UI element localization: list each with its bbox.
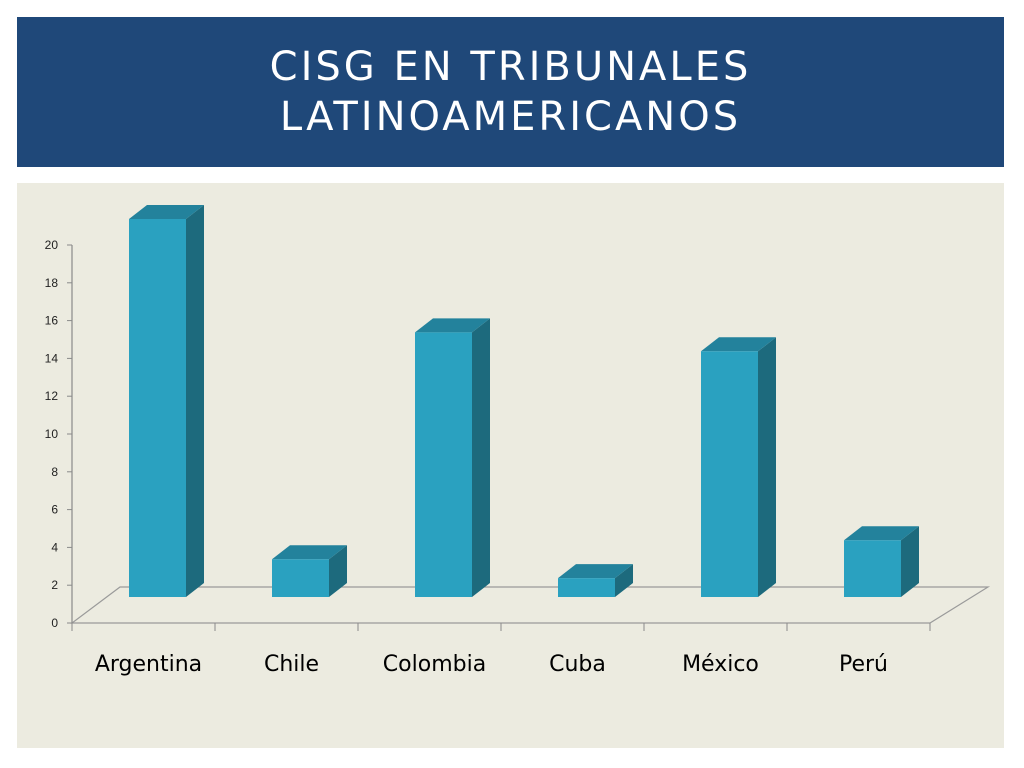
- bar-top-face: [558, 564, 633, 579]
- bar-cuba: [558, 564, 633, 597]
- y-tick-label: 10: [45, 427, 59, 441]
- bar-side-face: [758, 337, 776, 597]
- y-tick-label: 2: [51, 578, 58, 592]
- bar-side-face: [615, 564, 633, 597]
- bar-top-face: [701, 337, 776, 352]
- bar-méxico: [701, 337, 776, 597]
- y-tick-label: 16: [45, 314, 59, 328]
- chart-panel: 0 2 4 6 8 10 12 14 16 18 20 Argentina Chile Colombia C…: [17, 183, 1004, 748]
- bar-front-face: [701, 351, 758, 597]
- slide-header: CISG en tribunales latinoamericanos: [17, 17, 1004, 167]
- bar-chart: 0 2 4 6 8 10 12 14 16 18 20 Argentina Chile Colombia C…: [45, 205, 991, 677]
- slide-title-line-2: latinoamericanos: [279, 94, 742, 140]
- bar-top-face: [415, 318, 490, 333]
- bar-top-face: [272, 545, 347, 560]
- slide-title-line-1: CISG en tribunales: [269, 44, 752, 90]
- bar-top-face: [844, 526, 919, 541]
- bar-side-face: [472, 318, 490, 597]
- y-tick-label: 6: [51, 503, 58, 517]
- bar-front-face: [272, 559, 329, 597]
- y-tick-label: 8: [51, 465, 58, 479]
- bar-side-face: [901, 526, 919, 597]
- y-tick-label: 20: [45, 238, 59, 252]
- x-category-label: Perú: [839, 652, 888, 677]
- bar-perú: [844, 526, 919, 597]
- bar-front-face: [129, 219, 186, 597]
- y-tick-label: 14: [45, 351, 59, 365]
- bar-side-face: [186, 205, 204, 597]
- bar-top-face: [129, 205, 204, 219]
- bar-colombia: [415, 318, 490, 597]
- x-category-label: Argentina: [95, 652, 202, 677]
- y-tick-label: 18: [45, 276, 59, 290]
- bar-chile: [272, 545, 347, 597]
- bar-front-face: [558, 578, 615, 597]
- y-tick-label: 0: [51, 616, 58, 630]
- bar-argentina: [129, 205, 204, 597]
- x-category-label: Chile: [264, 652, 319, 677]
- y-tick-label: 4: [51, 540, 58, 554]
- bar-side-face: [329, 545, 347, 597]
- x-category-label: Cuba: [549, 652, 606, 677]
- bar-front-face: [415, 332, 472, 597]
- x-category-label: México: [682, 652, 759, 677]
- x-category-label: Colombia: [383, 652, 486, 677]
- y-tick-label: 12: [45, 389, 59, 403]
- bar-front-face: [844, 540, 901, 597]
